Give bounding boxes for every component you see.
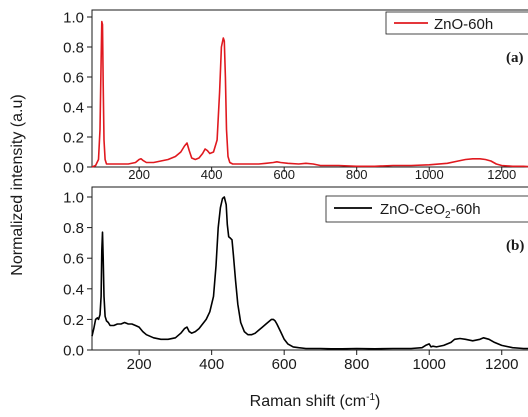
panel-b-y-tick-label: 1.0 bbox=[63, 190, 84, 207]
panel-b-legend-box bbox=[325, 195, 528, 223]
panel-b-y-tick-label: 0.2 bbox=[63, 312, 84, 329]
panel-b-x-tick-label: 800 bbox=[344, 356, 369, 373]
panel-a-y-axis: 0.0 0.2 0.4 0.6 0.8 1.0 bbox=[63, 10, 92, 177]
panel-a-y-tick-label: 0.6 bbox=[63, 70, 84, 87]
panel-a-tag: (a) bbox=[506, 50, 524, 66]
x-axis-title: Raman shift (cm-1) bbox=[250, 392, 381, 410]
y-axis-title: Normalized intensity (a.u) bbox=[9, 94, 26, 275]
panel-b-x-tick-label: 400 bbox=[199, 356, 224, 373]
panel-a-x-tick-label: 1000 bbox=[415, 167, 444, 182]
panel-b-y-tick-label: 0.0 bbox=[63, 343, 84, 360]
panel-a-x-tick-label: 1200 bbox=[487, 167, 516, 182]
panel-b-legend-text: ZnO-CeO2-60h bbox=[380, 201, 481, 221]
panel-a-frame bbox=[91, 9, 528, 168]
legend-b-subscript: 2 bbox=[445, 210, 451, 221]
legend-b-part2: -60h bbox=[451, 201, 481, 218]
panel-b-x-tick-label: 1000 bbox=[413, 356, 446, 373]
panel-b: 0.00.20.40.60.81.0 200 400 600 800 1000 1200 … bbox=[63, 186, 528, 373]
panel-b-legend: ZnO-CeO2-60h bbox=[325, 195, 528, 223]
panel-b-x-tick-label: 1200 bbox=[485, 356, 518, 373]
panel-a-x-tick-label: 800 bbox=[346, 167, 368, 182]
panel-a-x-tick-label: 200 bbox=[128, 167, 150, 182]
x-axis-title-sup: -1 bbox=[366, 392, 375, 403]
panel-b-y-tick-label: 0.8 bbox=[63, 220, 84, 237]
panel-a: 0.00.20.40.60.81.0 200 400 600 800 1000 1200 … bbox=[63, 9, 528, 182]
panel-b-x-tick-label: 200 bbox=[127, 356, 152, 373]
panel-b-y-axis: 0.0 0.2 0.4 0.6 0.8 1.0 bbox=[63, 190, 92, 360]
panel-a-y-tick-label: 0.0 bbox=[63, 160, 84, 177]
x-axis-title-end: ) bbox=[375, 393, 380, 410]
panel-a-y-tick-label: 0.4 bbox=[63, 100, 84, 117]
panel-b-y-tick-label: 0.6 bbox=[63, 251, 84, 268]
panel-a-x-tick-label: 400 bbox=[201, 167, 223, 182]
panel-b-y-tick-label: 0.4 bbox=[63, 281, 84, 298]
panel-a-legend: ZnO-60h bbox=[385, 11, 528, 35]
panel-a-y-tick-label: 1.0 bbox=[63, 10, 84, 27]
panel-b-frame bbox=[91, 186, 528, 351]
panel-a-legend-text: ZnO-60h bbox=[434, 16, 493, 33]
panel-a-x-tick-label: 600 bbox=[273, 167, 295, 182]
panel-a-x-axis: 200 400 600 800 1000 1200 bbox=[128, 167, 516, 182]
panel-b-tag: (b) bbox=[506, 238, 524, 254]
panel-a-series-line bbox=[91, 20, 528, 168]
panel-a-y-tick-label: 0.2 bbox=[63, 130, 84, 147]
panel-b-series-line bbox=[91, 196, 528, 350]
legend-b-part1: ZnO-CeO bbox=[380, 201, 445, 218]
x-axis-title-main: Raman shift (cm bbox=[250, 393, 366, 410]
panel-b-x-tick-label: 600 bbox=[272, 356, 297, 373]
panel-a-y-tick-label: 0.8 bbox=[63, 40, 84, 57]
panel-a-legend-box bbox=[385, 11, 528, 35]
panel-b-x-axis: 200 400 600 800 1000 1200 bbox=[127, 350, 518, 373]
